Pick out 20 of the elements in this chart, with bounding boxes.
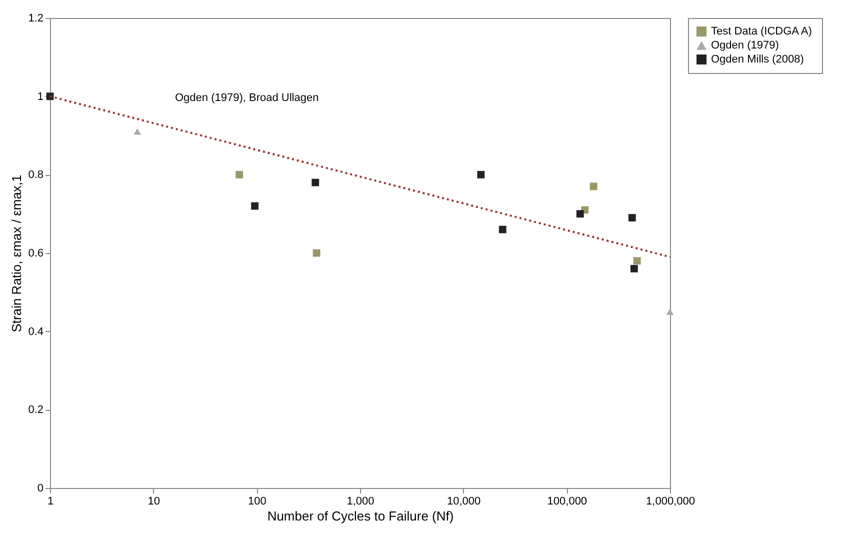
y-tick-label: 0.6	[28, 248, 44, 260]
legend-label: Ogden (1979)	[711, 40, 779, 52]
y-tick-label: 0	[37, 482, 44, 494]
x-axis-title: Number of Cycles to Failure (Nf)	[267, 508, 454, 524]
x-tick-label: 100	[248, 496, 266, 508]
x-tick-label: 100,000	[547, 496, 588, 508]
y-tick-label: 0.8	[28, 169, 44, 182]
annotation: Ogden (1979), Broad Ullagen	[175, 92, 319, 104]
legend-label: Test Data (ICDGA A)	[711, 26, 812, 38]
y-tick-label: 0.4	[28, 326, 44, 338]
y-tick-label: 0.2	[28, 404, 44, 416]
x-tick-label: 1,000,000	[646, 496, 695, 508]
x-tick-label: 10,000	[447, 496, 481, 508]
y-tick-label: 1	[37, 90, 44, 103]
x-tick-label: 1	[47, 496, 54, 508]
x-tick-label: 1,000	[346, 496, 374, 508]
y-axis-title: Strain Ratio, εmax / εmax,1	[9, 174, 24, 332]
legend-label: Ogden Mills (2008)	[711, 54, 804, 66]
x-tick-label: 10	[148, 496, 160, 508]
y-tick-label: 1.2	[28, 12, 44, 24]
